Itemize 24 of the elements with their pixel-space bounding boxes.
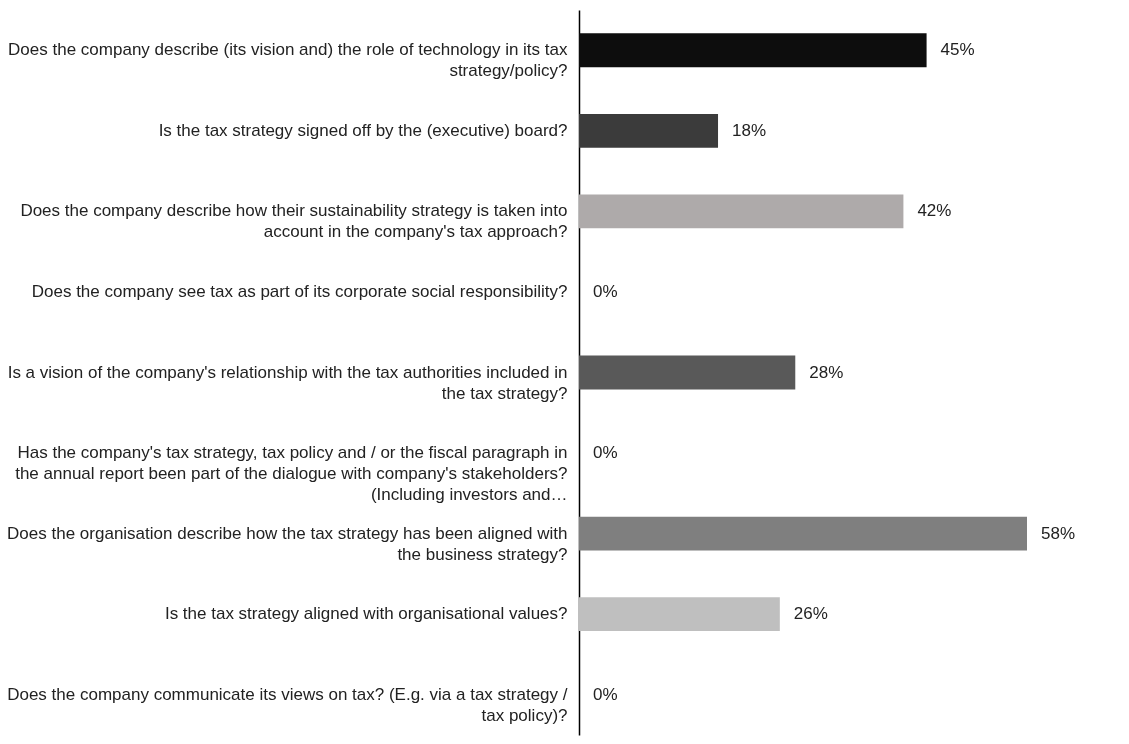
y-tick-label: Does the company describe how their sustainability strategy is taken into account in the company's tax approach? xyxy=(20,201,568,242)
bar xyxy=(579,516,1027,551)
bar xyxy=(579,597,780,632)
data-label: 0% xyxy=(593,443,618,463)
y-tick-label: Is a vision of the company's relationship with the tax authorities included in the tax strategy? xyxy=(7,362,568,403)
data-label: 45% xyxy=(940,40,975,60)
data-label: 58% xyxy=(1041,523,1076,543)
data-label: 28% xyxy=(809,362,844,382)
y-tick-label: Has the company's tax strategy, tax policy and / or the fiscal paragraph in the annual report been part of the dialogue with company's stakeholders? (Including investors and… xyxy=(15,443,568,505)
data-label: 26% xyxy=(793,604,828,624)
data-label: 18% xyxy=(732,120,767,140)
data-label: 0% xyxy=(593,684,618,704)
data-label: 0% xyxy=(593,281,618,301)
data-label: 42% xyxy=(917,201,952,221)
bar xyxy=(579,33,927,68)
bar xyxy=(579,194,904,229)
y-tick-label: Does the company communicate its views on tax? (E.g. via a tax strategy / tax policy)? xyxy=(7,684,568,725)
y-tick-label: Is the tax strategy aligned with organisational values? xyxy=(164,604,568,624)
y-tick-label: Does the company see tax as part of its corporate social responsibility? xyxy=(31,281,568,301)
y-tick-label: Does the organisation describe how the tax strategy has been aligned with the business strategy? xyxy=(7,523,568,564)
bar xyxy=(579,355,796,390)
y-tick-label: Does the company describe (its vision and) the role of technology in its tax strategy/policy? xyxy=(8,40,568,81)
bar xyxy=(579,113,719,148)
y-tick-label: Is the tax strategy signed off by the (executive) board? xyxy=(158,120,568,140)
